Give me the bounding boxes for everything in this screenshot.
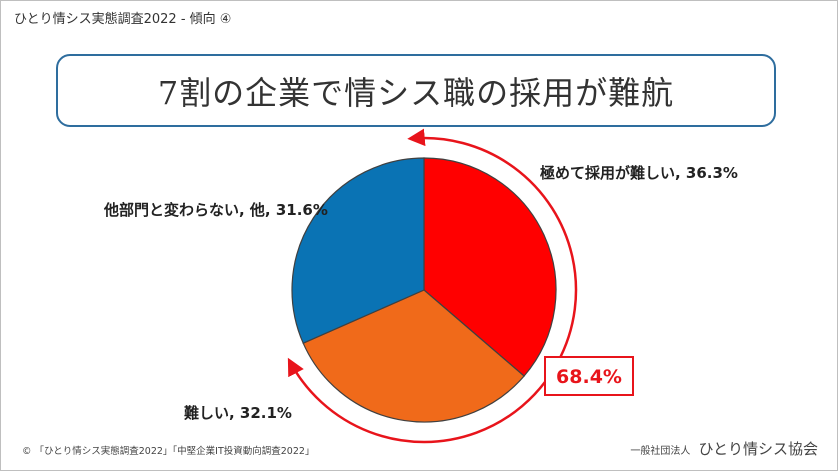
percentage-callout-box (544, 356, 634, 396)
slide-title-box: 7割の企業で情シス職の採用が難航 (56, 54, 776, 127)
organization-name: 一般社団法人 ひとり情シス協会 (630, 438, 818, 459)
source-citation: © 「ひとり情シス実態調査2022」「中堅企業IT投資動向調査2022」 (22, 446, 315, 457)
slice-label: 極めて採用が難しい, 36.3% (539, 164, 738, 182)
header-title: ひとり情シス実態調査2022 - 傾向 ④ (14, 12, 232, 27)
slide-title: 7割の企業で情シス職の採用が難航 (157, 73, 675, 112)
pie-labels: 極めて採用が難しい, 36.3% 難しい, 32.1% 他部門と変わらない, 他, … (103, 164, 738, 422)
slice-very-difficult (423, 157, 557, 377)
organization-title: ひとり情シス協会 (698, 440, 818, 458)
organization-type: 一般社団法人 (630, 446, 691, 457)
percentage-callout: 68.4% (556, 366, 622, 388)
slice-label: 難しい, 32.1% (184, 404, 292, 422)
pie-slices (291, 157, 557, 423)
slice-label: 他部門と変わらない, 他, 31.6% (103, 201, 328, 219)
